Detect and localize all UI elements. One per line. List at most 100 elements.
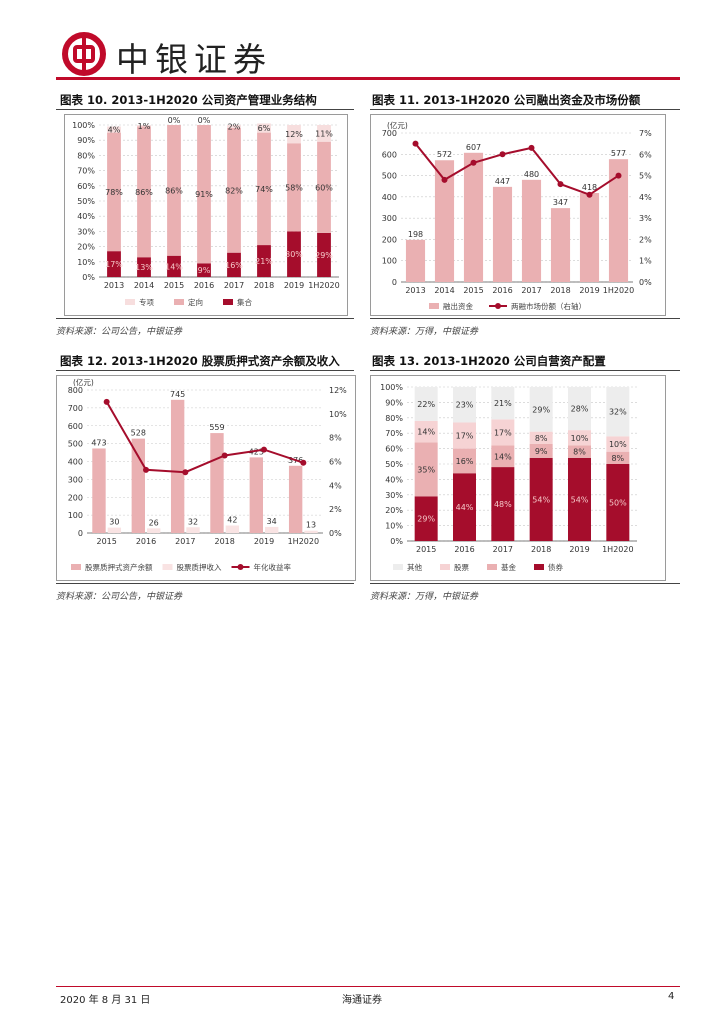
c11-bar-融出资金 bbox=[492, 186, 513, 282]
c11-y-tick-label: 100 bbox=[382, 257, 397, 266]
c12-data-label: 34 bbox=[267, 517, 277, 526]
c13-data-label: 54% bbox=[571, 495, 589, 504]
c10-bar-专项 bbox=[287, 125, 301, 144]
c11-line-point bbox=[528, 144, 535, 151]
chart12-title-rule bbox=[56, 370, 354, 371]
c11-data-label: 198 bbox=[408, 230, 423, 239]
c13-data-label: 21% bbox=[494, 399, 512, 408]
c12-data-label: 30 bbox=[109, 518, 119, 527]
c10-data-label: 21% bbox=[255, 257, 273, 266]
c11-y2-tick-label: 0% bbox=[639, 278, 652, 287]
c10-x-tick-label: 1H2020 bbox=[308, 281, 339, 290]
chart12-svg: 0 100 200 300 400 500 600 700 800 0% 2% 4% 6% 8% 10% 12… bbox=[68, 377, 347, 572]
c10-data-label: 0% bbox=[168, 116, 181, 125]
c11-data-label: 347 bbox=[553, 198, 568, 207]
c12-y2-tick-label: 4% bbox=[329, 481, 342, 490]
c12-y-tick-label: 100 bbox=[68, 511, 83, 520]
c12-x-tick-label: 2017 bbox=[175, 537, 195, 546]
c10-data-label: 91% bbox=[195, 190, 213, 199]
c13-bar-基金 bbox=[414, 442, 438, 497]
c10-data-label: 86% bbox=[165, 186, 183, 195]
c10-y-tick-label: 0% bbox=[82, 273, 95, 282]
c10-bar-定向 bbox=[257, 132, 271, 246]
c12-y-tick-label: 600 bbox=[68, 422, 83, 431]
chart13-panel: 0% 10% 20% 30% 40% 50% 60% 70% 80% 90% 100% 2015 29%… bbox=[370, 375, 666, 581]
c13-bar-股票 bbox=[453, 422, 476, 449]
c13-data-label: 14% bbox=[417, 428, 435, 437]
c13-y-tick-label: 70% bbox=[385, 429, 403, 438]
c13-bar-债券 bbox=[606, 464, 630, 541]
c13-data-label: 8% bbox=[573, 448, 586, 457]
c10-bar-定向 bbox=[197, 125, 211, 264]
chart10-source-rule bbox=[56, 318, 354, 319]
chart13-title-rule bbox=[370, 370, 680, 371]
c10-y-tick-label: 40% bbox=[77, 212, 95, 221]
c11-x-tick-label: 2015 bbox=[463, 286, 483, 295]
c13-data-label: 23% bbox=[456, 401, 474, 410]
c13-bar-股票 bbox=[568, 430, 591, 446]
c13-bar-基金 bbox=[529, 443, 553, 458]
chart11-title: 图表 11. 2013-1H2020 公司融出资金及市场份额 bbox=[372, 93, 641, 107]
c11-y2-tick-label: 5% bbox=[639, 172, 652, 181]
c10-bar-集合 bbox=[107, 251, 121, 277]
c12-y2-tick-label: 12% bbox=[329, 386, 347, 395]
chart12-panel: 0 100 200 300 400 500 600 700 800 0% 2% 4% 6% 8% 10% 12… bbox=[56, 375, 356, 581]
c13-bar-基金 bbox=[568, 445, 591, 458]
c12-x-tick-label: 2019 bbox=[254, 537, 274, 546]
c10-data-label: 2% bbox=[228, 123, 241, 132]
c12-y2-tick-label: 8% bbox=[329, 434, 342, 443]
c11-unit-label: (亿元) bbox=[387, 120, 408, 130]
c10-y-tick-label: 90% bbox=[77, 136, 95, 145]
c12-legend-label-1: 股票质押收入 bbox=[177, 562, 222, 572]
c13-x-tick-label: 2015 bbox=[416, 545, 436, 554]
c11-line-point bbox=[499, 151, 506, 158]
c12-bar-股票质押收入 bbox=[304, 530, 318, 533]
footer-rule bbox=[56, 986, 680, 987]
c10-x-tick-label: 2018 bbox=[254, 281, 274, 290]
c13-legend-swatch-1 bbox=[440, 564, 450, 570]
c13-legend-label-2: 基金 bbox=[501, 562, 516, 572]
c11-legend-marker-1 bbox=[495, 303, 501, 309]
c13-data-label: 54% bbox=[532, 495, 550, 504]
c11-bar-融出资金 bbox=[608, 159, 629, 282]
c12-data-label: 42 bbox=[227, 515, 237, 524]
c11-y2-tick-label: 2% bbox=[639, 235, 652, 244]
c13-legend-label-1: 股票 bbox=[454, 563, 469, 572]
c10-data-label: 82% bbox=[225, 186, 243, 195]
c12-bar-股票质押式资产余额 bbox=[210, 433, 224, 533]
c13-data-label: 48% bbox=[494, 500, 512, 509]
c11-y2-tick-label: 1% bbox=[639, 257, 652, 266]
c10-legend-label-1: 定向 bbox=[188, 297, 203, 307]
header-rule bbox=[56, 77, 680, 80]
c13-bar-其他 bbox=[453, 387, 476, 423]
c10-data-label: 30% bbox=[285, 250, 303, 259]
c13-bar-债券 bbox=[414, 496, 438, 541]
c10-x-tick-label: 2016 bbox=[194, 281, 214, 290]
chart11-svg: 0 100 200 300 400 500 600 700 0% 1% 2% 3% 4% 5% 6% 7% (亿… bbox=[382, 120, 652, 311]
c10-data-label: 60% bbox=[315, 183, 333, 192]
c12-bar-股票质押收入 bbox=[186, 527, 200, 533]
c10-y-tick-label: 100% bbox=[72, 121, 95, 130]
c12-unit-label: (亿元) bbox=[73, 377, 94, 387]
c11-bar-融出资金 bbox=[434, 160, 455, 282]
c10-data-label: 1% bbox=[138, 122, 151, 131]
c12-data-label: 559 bbox=[209, 423, 224, 432]
c12-line-point bbox=[103, 398, 110, 405]
c12-line-point bbox=[182, 469, 189, 476]
chart12-source-rule bbox=[56, 583, 354, 584]
c13-bar-股票 bbox=[606, 436, 630, 452]
c13-y-tick-label: 100% bbox=[380, 383, 403, 392]
c12-line-年化收益率 bbox=[105, 401, 304, 474]
c12-bar-股票质押收入 bbox=[147, 528, 161, 533]
c13-bar-基金 bbox=[606, 451, 630, 464]
c12-legend-marker-2 bbox=[237, 564, 244, 570]
chart10-svg: 0% 10% 20% 30% 40% 50% 60% 70% 80% 90% 100% 2013 17%… bbox=[72, 116, 340, 307]
c11-x-tick-label: 2017 bbox=[521, 286, 541, 295]
c10-bar-集合 bbox=[197, 263, 211, 277]
c13-data-label: 8% bbox=[535, 434, 548, 443]
c11-line-point bbox=[615, 172, 622, 179]
c13-x-tick-label: 2016 bbox=[454, 545, 474, 554]
chart11-source: 资料来源：万得，中银证券 bbox=[370, 327, 479, 337]
c13-bar-债券 bbox=[568, 457, 591, 541]
c13-bar-其他 bbox=[414, 387, 438, 421]
